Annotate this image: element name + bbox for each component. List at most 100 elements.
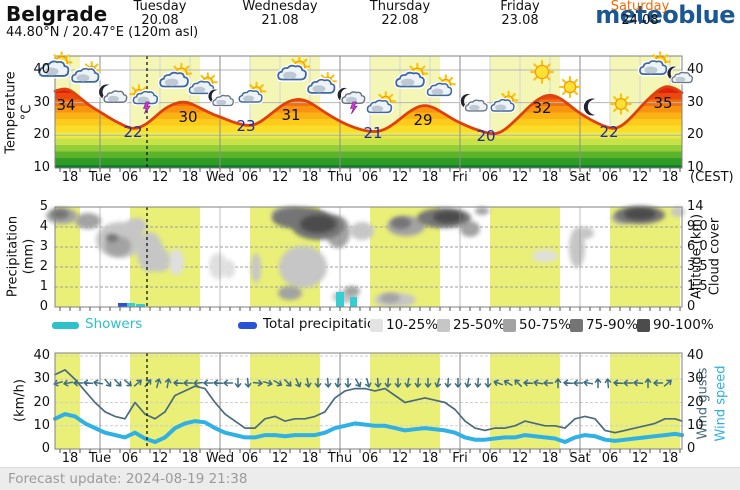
wind-y-tick-right: 10 bbox=[687, 417, 704, 433]
day-name: Tuesday bbox=[133, 0, 187, 14]
x-tick-label: 06 bbox=[481, 451, 499, 466]
footer-bar: Forecast update: 2024-08-19 21:38 bbox=[0, 467, 740, 490]
precip-y-tick: 0 bbox=[39, 299, 48, 314]
cloud-cover-swatch bbox=[437, 319, 450, 332]
day-name: Wednesday bbox=[242, 0, 318, 14]
axis-ticks bbox=[59, 168, 681, 453]
weather-icon-sun-cloud bbox=[365, 91, 396, 115]
x-tick-label: 06 bbox=[361, 451, 379, 466]
temp-area bbox=[55, 86, 682, 168]
x-tick-label: 18 bbox=[181, 451, 199, 466]
weather-icon-moon-cloud bbox=[207, 88, 236, 108]
x-tick-label: 12 bbox=[391, 170, 409, 185]
cloud-cover-level-label: 90-100% bbox=[653, 317, 714, 333]
cloud-cover-swatch bbox=[570, 319, 583, 332]
x-tick-label: Wed bbox=[205, 451, 235, 466]
temp-axis-title: Temperature bbox=[3, 71, 19, 154]
temp-min-label: 22 bbox=[123, 123, 143, 141]
page-title: Belgrade bbox=[6, 2, 108, 26]
altitude-y-tick: 1.5 bbox=[687, 279, 708, 294]
altitude-y-tick: 0 bbox=[687, 299, 696, 314]
x-tick-label: 06 bbox=[481, 170, 499, 185]
weather-icon-moon bbox=[582, 97, 599, 117]
weather-icon-moon-cloud bbox=[98, 83, 129, 105]
temp-y-tick-left: 30 bbox=[33, 94, 50, 110]
wind-gusts-line bbox=[54, 369, 683, 434]
weather-icons bbox=[36, 51, 695, 117]
temp-min-label: 20 bbox=[476, 127, 496, 145]
x-tick-label: Fri bbox=[452, 170, 468, 185]
weather-icon-sun-cloud bbox=[489, 90, 519, 113]
weather-icon-sun bbox=[530, 60, 554, 84]
wind-y-tick-right: 0 bbox=[687, 441, 696, 456]
precip-y-tick: 5 bbox=[39, 199, 48, 214]
x-tick-label: Thu bbox=[327, 170, 353, 185]
x-tick-label: Tue bbox=[88, 451, 112, 466]
timezone-label: (CEST) bbox=[690, 170, 734, 185]
x-tick-label: 18 bbox=[421, 170, 439, 185]
cloud-cover-swatch bbox=[370, 319, 383, 332]
weather-icon-sun-cloud bbox=[36, 51, 73, 79]
x-tick-label: 18 bbox=[541, 170, 559, 185]
x-tick-label: 12 bbox=[151, 170, 169, 185]
total-precip-label: Total precipitation bbox=[263, 316, 384, 332]
wind-grid bbox=[55, 353, 682, 449]
weather-icon-cloud-sun bbox=[305, 72, 337, 96]
temp-max-label: 32 bbox=[532, 99, 552, 117]
x-tick-label: 18 bbox=[661, 170, 679, 185]
weather-icon-moon-cloud bbox=[459, 93, 489, 113]
temp-grid bbox=[55, 56, 682, 168]
temp-min-label: 21 bbox=[363, 124, 383, 142]
altitude-y-tick: 9.0 bbox=[687, 219, 708, 234]
weather-icon-sun-cloud bbox=[637, 51, 671, 77]
altitude-y-tick: 3.5 bbox=[687, 259, 708, 274]
x-tick-label: Thu bbox=[327, 451, 353, 466]
precip-y-tick: 2 bbox=[39, 259, 48, 274]
cloudcover-axis-title: Cloud cover bbox=[707, 217, 723, 296]
weather-icon-sun-cloud bbox=[425, 74, 456, 98]
x-tick-label: Wed bbox=[205, 170, 235, 185]
precip-y-tick: 1 bbox=[39, 279, 48, 294]
x-tick-label: 18 bbox=[61, 170, 79, 185]
altitude-y-tick: 6.0 bbox=[687, 239, 708, 254]
day-name: Saturday bbox=[610, 0, 670, 14]
x-tick-label: 06 bbox=[121, 451, 139, 466]
temp-max-label: 34 bbox=[56, 96, 76, 114]
day-date: 21.08 bbox=[261, 13, 299, 28]
cloud-blobs bbox=[46, 206, 685, 307]
forecast-update-text: Forecast update: 2024-08-19 21:38 bbox=[8, 471, 248, 487]
wind-y-tick-left: 20 bbox=[33, 394, 50, 410]
day-header: Friday 23.08 bbox=[475, 0, 565, 28]
precip-y-tick: 4 bbox=[39, 219, 48, 234]
weather-icon-sun-cloud bbox=[237, 81, 267, 104]
x-tick-label: Tue bbox=[88, 170, 112, 185]
precip-y-tick: 3 bbox=[39, 239, 48, 254]
meteoblue-logo[interactable]: meteoblue bbox=[595, 1, 735, 29]
temp-y-tick-right: 10 bbox=[687, 160, 704, 175]
temp-y-tick-right: 30 bbox=[687, 94, 704, 110]
x-tick-label: 06 bbox=[601, 451, 619, 466]
day-header: Thursday 22.08 bbox=[355, 0, 445, 28]
weather-icon-sun-cloud bbox=[157, 62, 193, 89]
wind-barbs bbox=[53, 377, 672, 389]
wind-y-tick-right: 40 bbox=[687, 348, 704, 363]
cloud-cover-level-label: 10-25% bbox=[386, 317, 439, 333]
x-tick-label: 18 bbox=[181, 170, 199, 185]
x-tick-label: 12 bbox=[631, 451, 649, 466]
day-date: 24.08 bbox=[621, 13, 659, 28]
cloud-cover-swatch bbox=[503, 319, 516, 332]
x-tick-label: 18 bbox=[301, 170, 319, 185]
temp-y-tick-left: 40 bbox=[33, 62, 50, 77]
total-precip-bars bbox=[118, 303, 127, 307]
wind-y-tick-left: 40 bbox=[33, 348, 50, 363]
wind-y-tick-left: 30 bbox=[33, 371, 50, 387]
temp-y-tick-right: 20 bbox=[687, 127, 704, 143]
temp-max-label: 29 bbox=[413, 111, 433, 129]
day-header: Saturday 24.08 bbox=[595, 0, 685, 28]
x-tick-label: 12 bbox=[151, 451, 169, 466]
day-date: 22.08 bbox=[381, 13, 419, 28]
wind-y-tick-left: 0 bbox=[41, 441, 50, 456]
x-tick-label: 12 bbox=[511, 451, 529, 466]
x-tick-label: 06 bbox=[601, 170, 619, 185]
